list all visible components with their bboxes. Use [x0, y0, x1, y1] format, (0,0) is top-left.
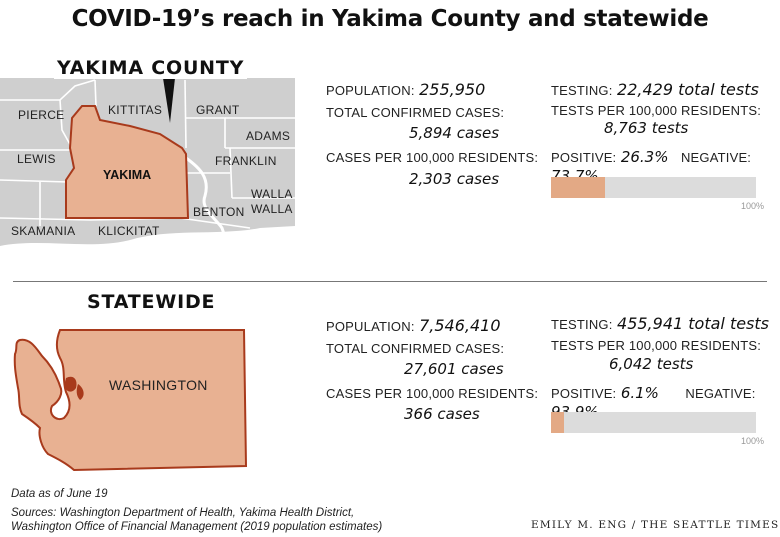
yakima-population-value: 255,950 [419, 80, 485, 99]
state-tests-per100k-value: 6,042 tests [609, 355, 693, 373]
state-positivity-bar [551, 412, 756, 433]
yakima-positivity-bar [551, 177, 756, 198]
state-testing-value: 455,941 total tests [617, 314, 769, 333]
state-testing-label: TESTING: [551, 317, 613, 332]
yakima-population-row: POPULATION: 255,950 [326, 80, 485, 100]
state-positive-label: POSITIVE: [551, 386, 616, 401]
section-divider [13, 281, 767, 282]
yakima-testing-value: 22,429 total tests [617, 80, 759, 99]
map-label-franklin: FRANKLIN [215, 154, 277, 168]
map-label-grant: GRANT [196, 103, 240, 117]
state-confirmed-label: TOTAL CONFIRMED CASES: [326, 341, 504, 356]
state-positive-value: 6.1% [621, 384, 659, 402]
sources-line-1: Sources: Washington Department of Health… [11, 506, 354, 521]
yakima-testing-label: TESTING: [551, 83, 613, 98]
yakima-positive-value: 26.3% [621, 148, 669, 166]
map-label-lewis: LEWIS [17, 152, 56, 166]
map-label-pierce: PIERCE [18, 108, 64, 122]
yakima-positive-fill [551, 177, 605, 198]
yakima-confirmed-label: TOTAL CONFIRMED CASES: [326, 105, 504, 120]
yakima-per100k-value: 2,303 cases [409, 170, 499, 188]
washington-state-map: WASHINGTON [0, 318, 255, 478]
state-tests-per100k-label: TESTS PER 100,000 RESIDENTS: [551, 338, 761, 353]
map-label-benton: BENTON [193, 205, 245, 219]
sources-line-2: Washington Office of Financial Managemen… [11, 520, 382, 535]
map-label-walla-1: WALLA [251, 187, 293, 201]
yakima-county-map: PIERCE KITTITAS GRANT ADAMS LEWIS YAKIMA… [0, 78, 295, 268]
state-confirmed-value: 27,601 cases [404, 360, 504, 378]
yakima-per100k-label: CASES PER 100,000 RESIDENTS: [326, 150, 538, 165]
statewide-section-label: STATEWIDE [84, 291, 218, 313]
date-note: Data as of June 19 [11, 487, 108, 502]
map-label-walla-2: WALLA [251, 202, 293, 216]
state-negative-label: NEGATIVE: [685, 386, 755, 401]
yakima-population-label: POPULATION: [326, 83, 415, 98]
yakima-tests-per100k-value: 8,763 tests [604, 119, 688, 137]
yakima-axis-label: 100% [741, 201, 764, 211]
state-population-row: POPULATION: 7,546,410 [326, 316, 501, 336]
state-population-value: 7,546,410 [419, 316, 500, 335]
map-label-washington: WASHINGTON [109, 377, 208, 393]
map-label-kittitas: KITTITAS [108, 103, 162, 117]
map-label-klickitat: KLICKITAT [98, 224, 160, 238]
yakima-positive-label: POSITIVE: [551, 150, 616, 165]
state-positive-fill [551, 412, 564, 433]
state-testing-row: TESTING: 455,941 total tests [551, 314, 769, 334]
yakima-tests-per100k-label: TESTS PER 100,000 RESIDENTS: [551, 103, 761, 118]
state-per100k-value: 366 cases [404, 405, 480, 423]
state-axis-label: 100% [741, 436, 764, 446]
state-population-label: POPULATION: [326, 319, 415, 334]
map-label-skamania: SKAMANIA [11, 224, 75, 238]
graphic-title: COVID-19’s reach in Yakima County and st… [0, 6, 780, 32]
map-label-yakima: YAKIMA [103, 168, 151, 182]
state-per100k-label: CASES PER 100,000 RESIDENTS: [326, 386, 538, 401]
yakima-section-label: YAKIMA COUNTY [54, 57, 247, 79]
yakima-negative-label: NEGATIVE: [681, 150, 751, 165]
credit-line: EMILY M. ENG / THE SEATTLE TIMES [531, 519, 779, 531]
map-label-adams: ADAMS [246, 129, 290, 143]
washington-state-shape [15, 330, 246, 470]
yakima-testing-row: TESTING: 22,429 total tests [551, 80, 759, 100]
yakima-confirmed-value: 5,894 cases [409, 124, 499, 142]
